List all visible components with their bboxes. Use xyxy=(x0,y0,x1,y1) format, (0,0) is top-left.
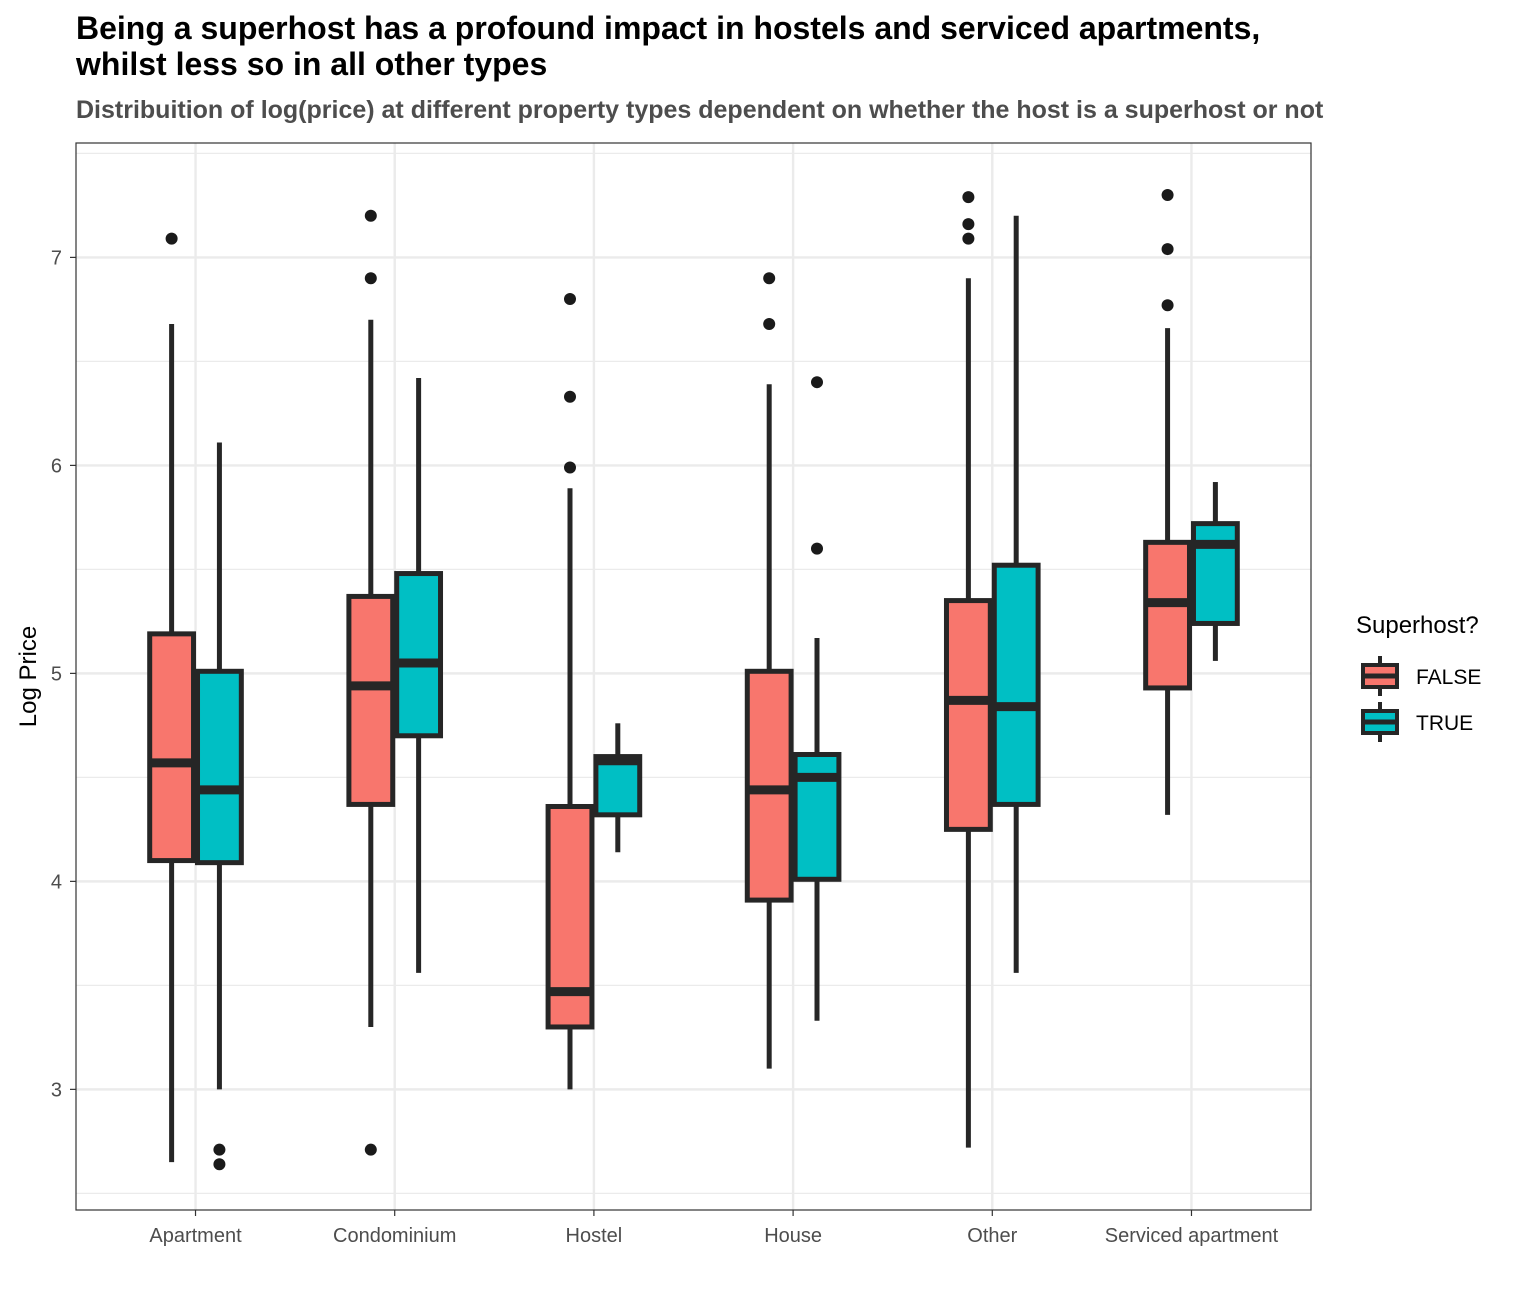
iqr-box xyxy=(1190,521,1240,626)
box-serviced-apartment-true xyxy=(1190,482,1240,661)
legend-title: Superhost? xyxy=(1356,612,1479,639)
box-house-true xyxy=(792,376,842,1021)
x-axis: Apartment Condominium Hostel House Other Serv… xyxy=(149,1210,1279,1247)
y-tick-label: 6 xyxy=(51,455,62,477)
y-axis: 3 4 5 6 7 xyxy=(51,247,76,1101)
grid-lines xyxy=(76,143,1311,1210)
outlier-point xyxy=(1161,188,1174,201)
outlier-point xyxy=(213,1158,226,1171)
outlier-point xyxy=(763,317,776,330)
series-false xyxy=(147,188,1192,1163)
box-apartment-true xyxy=(195,442,244,1171)
box-hostel-true xyxy=(593,723,643,853)
outlier-point xyxy=(564,292,576,305)
box-condominium-false xyxy=(346,209,396,1156)
series-true xyxy=(195,215,1240,1171)
plot-panel xyxy=(75,142,1312,1211)
legend-entry-false: FALSE xyxy=(1361,656,1481,696)
iqr-box xyxy=(1143,539,1192,691)
outlier-point xyxy=(962,191,975,204)
iqr-box xyxy=(991,562,1041,807)
outlier-point xyxy=(1161,243,1174,256)
box-house-false xyxy=(744,272,794,1069)
iqr-box xyxy=(346,593,396,807)
outlier-point xyxy=(213,1143,226,1156)
box-serviced-apartment-false xyxy=(1143,188,1192,815)
box-apartment-false xyxy=(147,232,197,1163)
iqr-box xyxy=(147,631,197,864)
outlier-point xyxy=(811,376,823,389)
chart-subtitle: Distribuition of log(price) at different… xyxy=(76,96,1324,124)
outlier-point xyxy=(1161,299,1174,312)
x-tick-label: Hostel xyxy=(566,1225,623,1247)
legend-label: TRUE xyxy=(1416,712,1473,735)
y-tick-label: 4 xyxy=(51,871,62,893)
outlier-point xyxy=(763,272,776,285)
iqr-box xyxy=(593,754,643,818)
x-tick-label: Other xyxy=(967,1225,1017,1247)
x-tick-label: Serviced apartment xyxy=(1105,1225,1279,1247)
outlier-point xyxy=(364,272,377,285)
box-condominium-true xyxy=(394,378,444,973)
iqr-box xyxy=(943,598,993,832)
legend-entry-true: TRUE xyxy=(1361,702,1473,742)
legend: Superhost? FALSE TRUE xyxy=(1356,612,1481,742)
box-other-true xyxy=(991,215,1041,973)
outlier-point xyxy=(165,232,178,245)
iqr-box xyxy=(394,571,444,739)
y-tick-label: 5 xyxy=(51,663,62,685)
outlier-point xyxy=(962,218,975,231)
box-hostel-false xyxy=(545,292,595,1090)
box-other-false xyxy=(943,191,993,1148)
outlier-point xyxy=(564,461,576,474)
y-tick-label: 3 xyxy=(51,1079,62,1101)
boxplot-series xyxy=(147,188,1240,1171)
chart-title: Being a superhost has a profound impact … xyxy=(76,10,1261,82)
outlier-point xyxy=(564,390,576,403)
y-axis-title: Log Price xyxy=(15,626,42,727)
outlier-point xyxy=(364,1143,377,1156)
outlier-point xyxy=(962,232,975,245)
x-tick-label: House xyxy=(764,1225,822,1247)
y-tick-label: 7 xyxy=(51,247,62,269)
outlier-point xyxy=(811,542,823,555)
outlier-point xyxy=(364,209,377,222)
x-tick-label: Apartment xyxy=(149,1225,242,1247)
x-tick-label: Condominium xyxy=(333,1225,456,1247)
legend-label: FALSE xyxy=(1416,666,1481,689)
iqr-box xyxy=(195,668,244,866)
